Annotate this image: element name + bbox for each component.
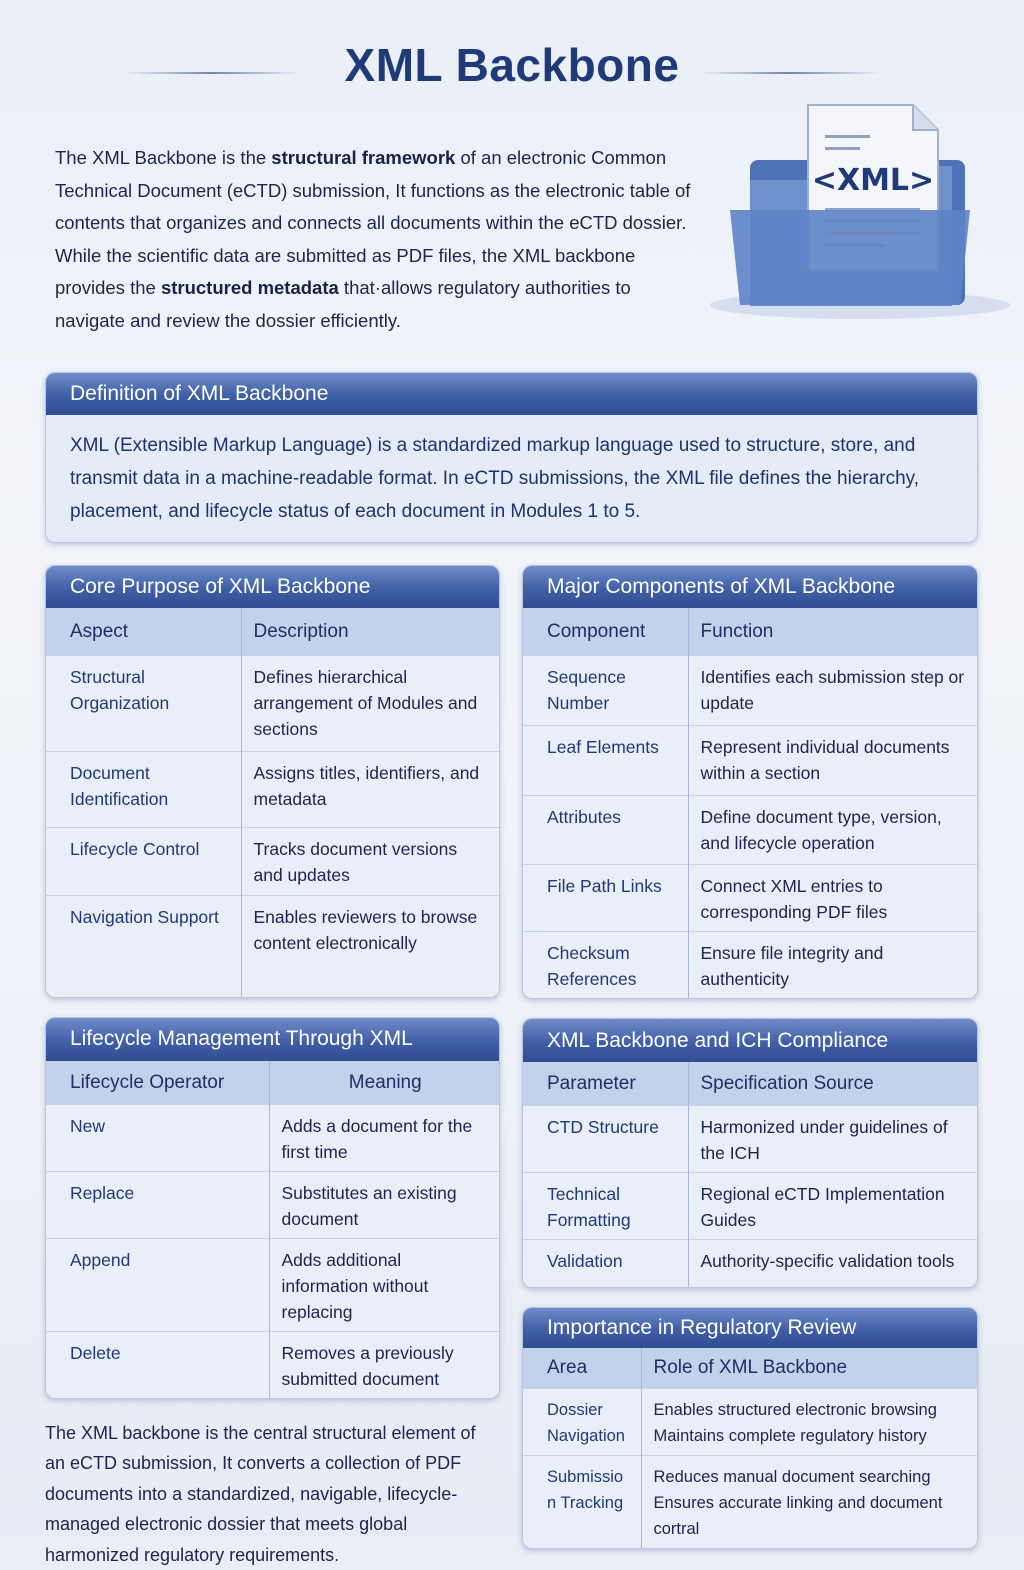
row-label: New xyxy=(46,1104,269,1171)
row-value: Authority-specific validation tools xyxy=(688,1240,977,1287)
major-components-heading: Major Components of XML Backbone xyxy=(523,566,977,608)
core-purpose-heading: Core Purpose of XML Backbone xyxy=(46,566,499,608)
row-label: Replace xyxy=(46,1171,269,1238)
row-value: Assigns titles, identifiers, and metadat… xyxy=(241,752,499,828)
row-label: Navigation Support xyxy=(46,896,241,997)
definition-card: Definition of XML Backbone XML (Extensib… xyxy=(45,372,978,543)
main-content: The XML Backbone is the structural frame… xyxy=(45,142,978,1570)
column-header: Specification Source xyxy=(688,1063,977,1106)
column-header: Component xyxy=(523,609,688,656)
row-value: Harmonized under guidelines of the ICH xyxy=(688,1106,977,1173)
row-label: Validation xyxy=(523,1240,688,1287)
row-value: Reduces manual document searching Ensure… xyxy=(641,1455,977,1548)
row-label: Lifecycle Control xyxy=(46,828,241,896)
column-header: Meaning xyxy=(269,1061,499,1104)
row-label: Checksum References xyxy=(523,932,688,999)
row-label: Technical Formatting xyxy=(523,1173,688,1240)
column-header: Description xyxy=(241,609,499,656)
row-label: Submission Tracking xyxy=(523,1455,641,1548)
conclusion-paragraph: The XML backbone is the central structur… xyxy=(45,1418,500,1570)
row-label: Dossier Navigation xyxy=(523,1388,641,1455)
row-label: CTD Structure xyxy=(523,1106,688,1173)
row-label: File Path Links xyxy=(523,865,688,932)
column-header: Function xyxy=(688,609,977,656)
column-header: Aspect xyxy=(46,609,241,656)
row-value: Removes a previously submitted document xyxy=(269,1331,499,1398)
row-value: Substitutes an existing document xyxy=(269,1171,499,1238)
row-value: Identifies each submission step or updat… xyxy=(688,656,977,726)
lifecycle-management-heading: Lifecycle Management Through XML xyxy=(46,1018,499,1061)
row-value: Adds additional information without repl… xyxy=(269,1238,499,1331)
row-label: Sequence Number xyxy=(523,656,688,726)
intro-text: of an electronic Common Technical Docume… xyxy=(55,147,690,298)
row-value: Regional eCTD Implementation Guides xyxy=(688,1173,977,1240)
intro-bold: structural framework xyxy=(271,147,455,168)
row-label: Leaf Elements xyxy=(523,726,688,796)
intro-bold: structured metadata xyxy=(161,277,339,298)
column-header: Parameter xyxy=(523,1063,688,1106)
row-value: Ensure file integrity and authenticity xyxy=(688,932,977,999)
row-label: Attributes xyxy=(523,796,688,865)
row-value: Defines hierarchical arrangement of Modu… xyxy=(241,656,499,752)
row-label: Document Identification xyxy=(46,752,241,828)
page-title: XML Backbone xyxy=(0,38,1024,92)
row-label: Delete xyxy=(46,1331,269,1398)
definition-body: XML (Extensible Markup Language) is a st… xyxy=(46,415,977,542)
row-value: Enables structured electronic browsing M… xyxy=(641,1388,977,1455)
row-value: Connect XML entries to corresponding PDF… xyxy=(688,865,977,932)
row-value: Tracks document versions and updates xyxy=(241,828,499,896)
column-header: Area xyxy=(523,1348,641,1388)
row-value: Adds a document for the first time xyxy=(269,1104,499,1171)
row-value: Define document type, version, and lifec… xyxy=(688,796,977,865)
definition-heading: Definition of XML Backbone xyxy=(46,373,977,415)
row-label: Append xyxy=(46,1238,269,1331)
row-label: Structural Organization xyxy=(46,656,241,752)
regulatory-review-heading: Importance in Regulatory Review xyxy=(523,1308,977,1348)
intro-text: The XML Backbone is the xyxy=(55,147,271,168)
intro-paragraph: The XML Backbone is the structural frame… xyxy=(55,142,695,342)
row-value: Represent individual documents within a … xyxy=(688,726,977,796)
column-header: Role of XML Backbone xyxy=(641,1348,977,1388)
row-value: Enables reviewers to browse content elec… xyxy=(241,896,499,997)
ich-compliance-heading: XML Backbone and ICH Compliance xyxy=(523,1019,977,1062)
column-header: Lifecycle Operator xyxy=(46,1061,269,1104)
